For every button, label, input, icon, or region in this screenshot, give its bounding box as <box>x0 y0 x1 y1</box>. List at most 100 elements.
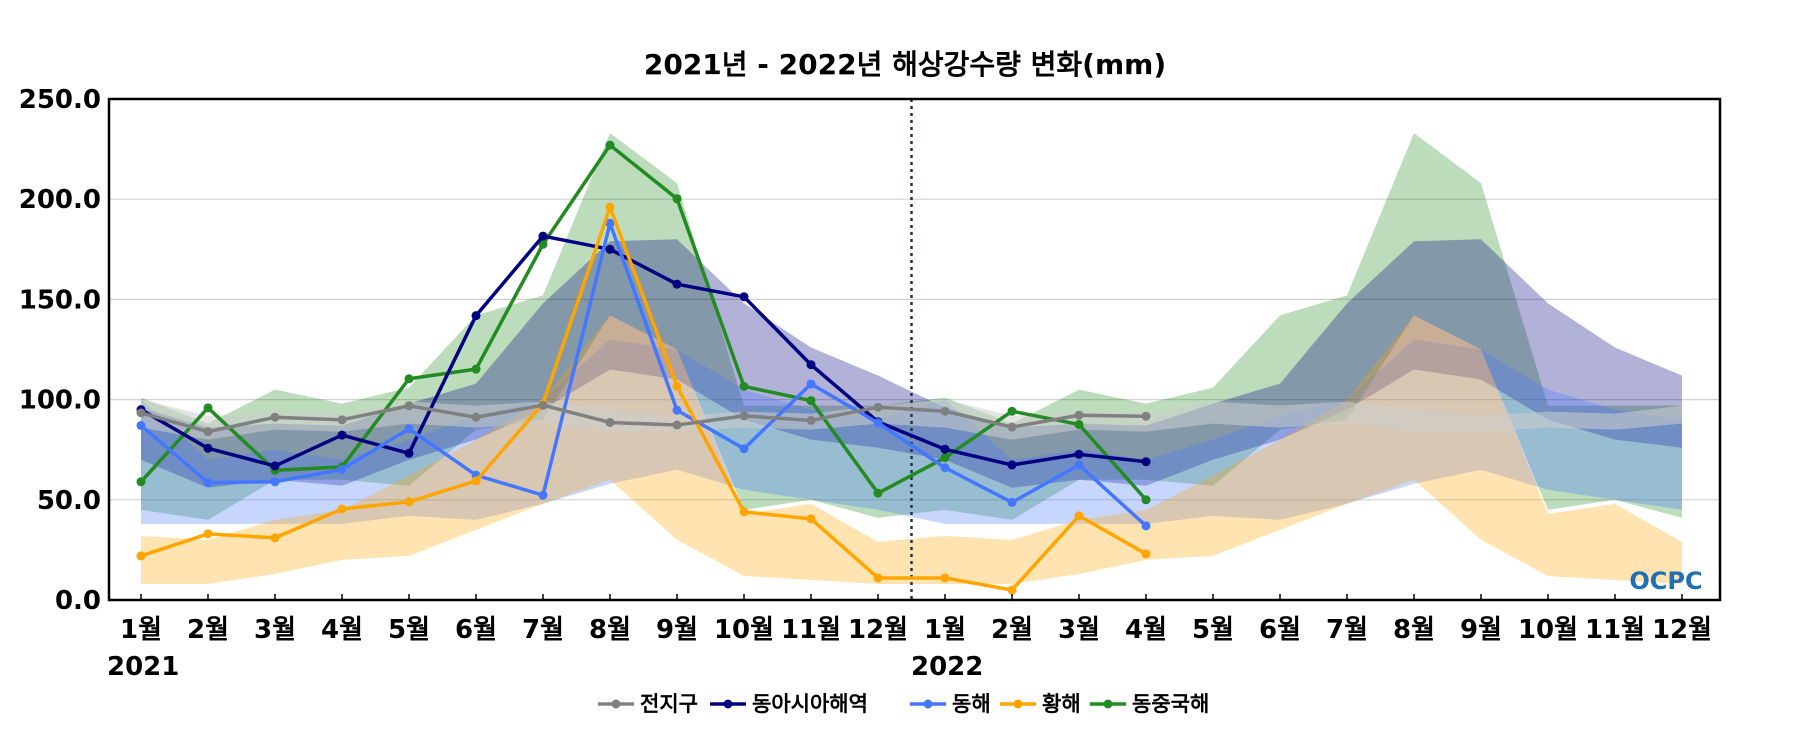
series-line-4 <box>140 205 1147 592</box>
year-label: 2022 <box>911 652 983 682</box>
data-point <box>203 478 213 488</box>
data-point <box>270 461 280 471</box>
data-point <box>672 279 682 289</box>
data-point <box>739 292 749 302</box>
data-point <box>270 412 280 422</box>
data-point <box>806 415 816 425</box>
x-tick-label: 8월 <box>589 615 631 645</box>
gridlines <box>109 198 1720 501</box>
data-point <box>672 405 682 415</box>
data-point <box>1141 549 1151 559</box>
data-point <box>873 418 883 428</box>
data-point <box>471 364 481 374</box>
data-point <box>806 514 816 524</box>
data-point <box>806 396 816 406</box>
data-point <box>873 573 883 583</box>
data-point <box>404 497 414 507</box>
legend-label: 전지구 <box>640 692 698 716</box>
x-tick-label: 10월 <box>714 615 774 645</box>
series-line-1 <box>140 403 1147 434</box>
x-tick-label: 2월 <box>991 615 1033 645</box>
x-tick-label: 3월 <box>1058 615 1100 645</box>
x-tick-label: 11월 <box>781 615 841 645</box>
y-tick-label: 150.0 <box>19 285 101 315</box>
x-tick-label: 1월 <box>924 615 966 645</box>
x-tick-label: 12월 <box>848 615 908 645</box>
data-point <box>404 448 414 458</box>
y-tick-label: 100.0 <box>19 386 101 416</box>
data-point <box>203 427 213 437</box>
y-tick-label: 0.0 <box>55 586 101 616</box>
data-point <box>940 463 950 473</box>
data-point <box>605 218 615 228</box>
data-point <box>1007 422 1017 432</box>
data-point <box>1007 497 1017 507</box>
legend-marker <box>611 699 621 709</box>
data-point <box>940 444 950 454</box>
data-point <box>270 533 280 543</box>
x-tick-label: 11월 <box>1585 615 1645 645</box>
legend-label: 동아시아해역 <box>752 692 868 716</box>
data-point <box>739 411 749 421</box>
x-tick-label: 1월 <box>120 615 162 645</box>
data-point <box>538 490 548 500</box>
x-tick-label: 7월 <box>1326 615 1368 645</box>
series-line-5 <box>139 143 1148 501</box>
legend-marker <box>1103 699 1113 709</box>
y-tick-label: 250.0 <box>19 85 101 115</box>
y-tick-label: 50.0 <box>37 486 101 516</box>
x-tick-label: 4월 <box>321 615 363 645</box>
data-point <box>1141 495 1151 505</box>
data-point <box>1141 521 1151 531</box>
data-point <box>1007 460 1017 470</box>
legend-label: 동중국해 <box>1132 692 1209 716</box>
data-point <box>404 401 414 411</box>
data-point <box>940 573 950 583</box>
range-band-3 <box>141 339 1682 524</box>
data-point <box>873 488 883 498</box>
legend-marker <box>923 699 933 709</box>
x-tick-label: 5월 <box>1192 615 1234 645</box>
data-point <box>739 444 749 454</box>
data-point <box>806 360 816 370</box>
data-point <box>940 453 950 463</box>
data-point <box>605 202 615 212</box>
x-tick-label: 7월 <box>522 615 564 645</box>
legend: 전지구 동아시아해역 동해 황해 동중국해 <box>598 692 1209 716</box>
x-tick-label: 12월 <box>1652 615 1712 645</box>
data-point <box>270 477 280 487</box>
data-point <box>1007 406 1017 416</box>
data-point <box>605 417 615 427</box>
data-point <box>1074 511 1084 521</box>
data-point <box>605 140 615 150</box>
data-point <box>739 381 749 391</box>
data-point <box>1074 410 1084 420</box>
x-tick-label: 5월 <box>388 615 430 645</box>
y-tick-label: 200.0 <box>19 185 101 215</box>
data-point <box>471 476 481 486</box>
data-point <box>404 424 414 434</box>
data-point <box>672 381 682 391</box>
x-tick-label: 6월 <box>1259 615 1301 645</box>
data-point <box>940 406 950 416</box>
y-axis: 0.0 50.0 100.0 150.0 200.0 250.0 <box>19 85 101 616</box>
data-point <box>136 420 146 430</box>
data-point <box>203 443 213 453</box>
data-point <box>873 402 883 412</box>
x-tick-label: 9월 <box>656 615 698 645</box>
year-label: 2021 <box>107 652 179 682</box>
data-point <box>1141 411 1151 421</box>
x-tick-label: 2월 <box>187 615 229 645</box>
series-line-3 <box>139 221 1148 528</box>
ocpc-logo: OCPC <box>1629 567 1702 595</box>
data-point <box>605 244 615 254</box>
x-axis: 1월 2월 3월 4월 5월 6월 7월 8월 9월 10월 11월 12월 1월 2월 3월 4월 5월 6월 7… <box>107 594 1712 682</box>
data-point <box>404 374 414 384</box>
data-point <box>471 311 481 321</box>
series-lines <box>136 140 1151 595</box>
data-point <box>1074 419 1084 429</box>
x-tick-label: 3월 <box>254 615 296 645</box>
data-point <box>337 415 347 425</box>
legend-label: 황해 <box>1042 692 1081 716</box>
